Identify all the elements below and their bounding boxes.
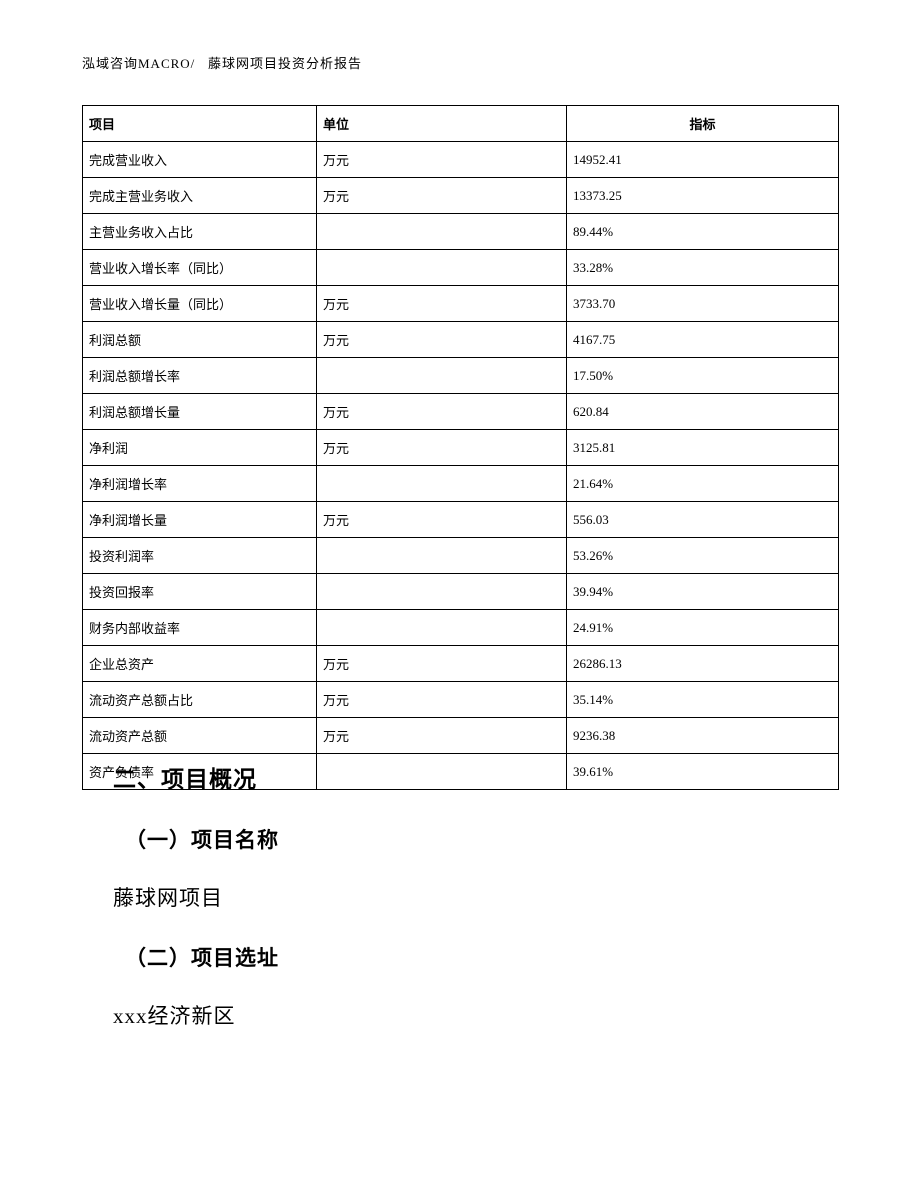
cell-unit [317, 250, 567, 286]
table-row: 完成主营业务收入 万元 13373.25 [83, 178, 839, 214]
table-row: 主营业务收入占比 89.44% [83, 214, 839, 250]
table-row: 净利润增长量 万元 556.03 [83, 502, 839, 538]
cell-item: 主营业务收入占比 [83, 214, 317, 250]
cell-item: 营业收入增长量（同比） [83, 286, 317, 322]
cell-item: 流动资产总额占比 [83, 682, 317, 718]
table-row: 利润总额增长率 17.50% [83, 358, 839, 394]
cell-item: 投资回报率 [83, 574, 317, 610]
table-row: 利润总额 万元 4167.75 [83, 322, 839, 358]
body-text-1: 藤球网项目 [113, 882, 813, 912]
cell-value: 9236.38 [567, 718, 839, 754]
data-table-container: 项目 单位 指标 完成营业收入 万元 14952.41 完成主营业务收入 万元 … [82, 105, 838, 790]
table-row: 营业收入增长率（同比） 33.28% [83, 250, 839, 286]
cell-unit: 万元 [317, 718, 567, 754]
sub-title-2: （二）项目选址 [125, 942, 813, 972]
cell-value: 3125.81 [567, 430, 839, 466]
table-row: 利润总额增长量 万元 620.84 [83, 394, 839, 430]
cell-item: 净利润增长量 [83, 502, 317, 538]
body-text-2: xxx经济新区 [113, 1000, 813, 1030]
table-row: 投资利润率 53.26% [83, 538, 839, 574]
table-header-row: 项目 单位 指标 [83, 106, 839, 142]
cell-item: 利润总额增长量 [83, 394, 317, 430]
cell-unit: 万元 [317, 682, 567, 718]
cell-value: 13373.25 [567, 178, 839, 214]
cell-value: 14952.41 [567, 142, 839, 178]
cell-value: 35.14% [567, 682, 839, 718]
cell-item: 财务内部收益率 [83, 610, 317, 646]
cell-value: 21.64% [567, 466, 839, 502]
table-row: 营业收入增长量（同比） 万元 3733.70 [83, 286, 839, 322]
cell-value: 4167.75 [567, 322, 839, 358]
table-header-unit: 单位 [317, 106, 567, 142]
table-row: 净利润增长率 21.64% [83, 466, 839, 502]
cell-item: 营业收入增长率（同比） [83, 250, 317, 286]
cell-unit: 万元 [317, 322, 567, 358]
header-company: 泓域咨询MACRO/ [82, 56, 195, 71]
table-header-value: 指标 [567, 106, 839, 142]
table-row: 企业总资产 万元 26286.13 [83, 646, 839, 682]
cell-item: 企业总资产 [83, 646, 317, 682]
cell-unit: 万元 [317, 142, 567, 178]
cell-item: 完成主营业务收入 [83, 178, 317, 214]
cell-item: 净利润增长率 [83, 466, 317, 502]
cell-item: 利润总额增长率 [83, 358, 317, 394]
table-row: 投资回报率 39.94% [83, 574, 839, 610]
cell-value: 3733.70 [567, 286, 839, 322]
cell-value: 556.03 [567, 502, 839, 538]
page-header: 泓域咨询MACRO/ 藤球网项目投资分析报告 [82, 53, 362, 72]
cell-unit [317, 466, 567, 502]
section-title: 二、项目概况 [113, 760, 813, 794]
cell-item: 流动资产总额 [83, 718, 317, 754]
table-row: 流动资产总额 万元 9236.38 [83, 718, 839, 754]
cell-unit [317, 358, 567, 394]
cell-value: 24.91% [567, 610, 839, 646]
cell-value: 17.50% [567, 358, 839, 394]
cell-value: 26286.13 [567, 646, 839, 682]
cell-unit [317, 610, 567, 646]
cell-unit: 万元 [317, 502, 567, 538]
cell-value: 33.28% [567, 250, 839, 286]
header-doc-title: 藤球网项目投资分析报告 [208, 56, 362, 71]
cell-item: 完成营业收入 [83, 142, 317, 178]
table-row: 流动资产总额占比 万元 35.14% [83, 682, 839, 718]
table-row: 完成营业收入 万元 14952.41 [83, 142, 839, 178]
cell-value: 620.84 [567, 394, 839, 430]
cell-item: 净利润 [83, 430, 317, 466]
cell-item: 投资利润率 [83, 538, 317, 574]
table-header-item: 项目 [83, 106, 317, 142]
cell-unit: 万元 [317, 394, 567, 430]
cell-unit [317, 574, 567, 610]
body-content: 二、项目概况 （一）项目名称 藤球网项目 （二）项目选址 xxx经济新区 [113, 760, 813, 1060]
cell-unit [317, 214, 567, 250]
cell-unit [317, 538, 567, 574]
cell-unit: 万元 [317, 646, 567, 682]
table-row: 净利润 万元 3125.81 [83, 430, 839, 466]
cell-unit: 万元 [317, 286, 567, 322]
cell-unit: 万元 [317, 178, 567, 214]
cell-value: 53.26% [567, 538, 839, 574]
sub-title-1: （一）项目名称 [125, 824, 813, 854]
financial-table: 项目 单位 指标 完成营业收入 万元 14952.41 完成主营业务收入 万元 … [82, 105, 839, 790]
table-row: 财务内部收益率 24.91% [83, 610, 839, 646]
cell-item: 利润总额 [83, 322, 317, 358]
cell-value: 89.44% [567, 214, 839, 250]
table-body: 完成营业收入 万元 14952.41 完成主营业务收入 万元 13373.25 … [83, 142, 839, 790]
cell-value: 39.94% [567, 574, 839, 610]
cell-unit: 万元 [317, 430, 567, 466]
